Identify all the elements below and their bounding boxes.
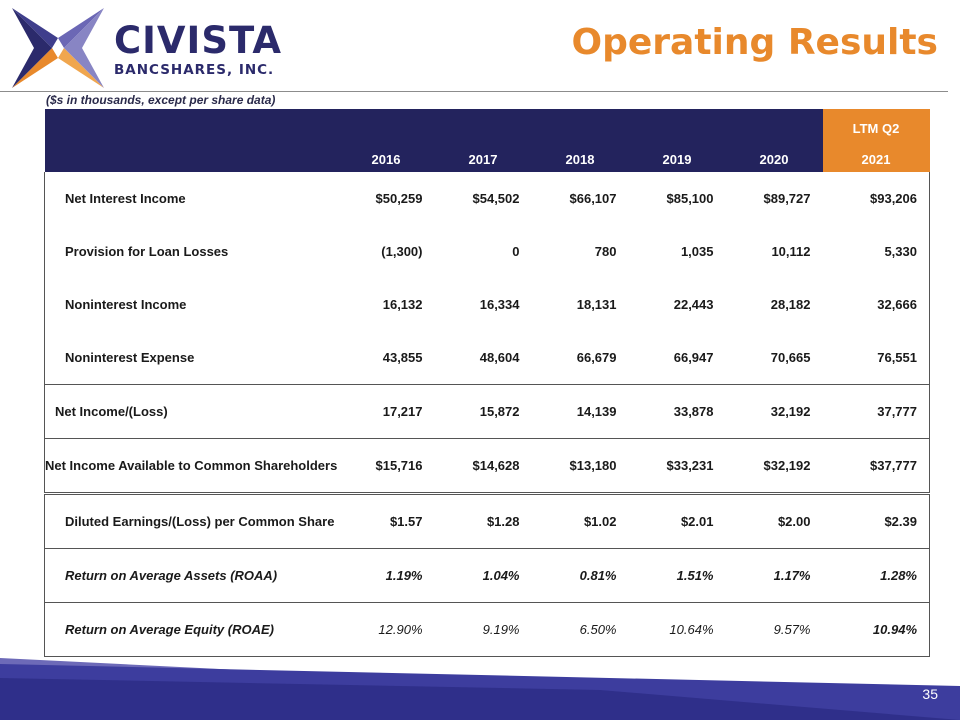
units-note: ($s in thousands, except per share data) [46,93,276,107]
cell-value: 12.90% [337,602,435,657]
page-title: Operating Results [571,22,939,63]
cell-value: 22,443 [673,297,714,312]
cell-value: $37,777 [822,438,930,495]
row-label: Return on Average Equity (ROAE) [44,602,338,657]
table-header-top: LTM Q2 [44,109,930,147]
cell-value: 76,551 [822,331,930,385]
cell-value: 0 [512,244,520,259]
cell-value: 9.19% [434,602,532,657]
header-divider [0,91,948,92]
cell-value: (1,300) [381,244,423,259]
cell-value: $1.28 [434,493,532,549]
year-header: 2021 [822,147,930,172]
cell-value: 6.50% [531,602,629,657]
cell-value: 16,334 [479,297,520,312]
table-row: Net Income/(Loss) 17,217 15,872 14,139 3… [44,384,930,439]
cell-value: 780 [594,244,617,259]
operating-results-table: LTM Q2 2016 2017 2018 2019 2020 2021 Net… [44,109,930,657]
cell-value: 9.57% [725,602,823,657]
row-label: Provision for Loan Losses [44,225,338,278]
cell-value: 32,666 [822,278,930,331]
cell-value: 1.28% [822,548,930,603]
year-header: 2020 [725,147,823,172]
page-number: 35 [922,686,938,702]
year-header: 2018 [531,147,629,172]
cell-value: $2.00 [725,493,823,549]
year-header: 2017 [434,147,532,172]
cell-value: 15,872 [434,384,532,439]
civista-logo: CIVISTA BANCSHARES, INC. [12,8,281,88]
ltm-header: LTM Q2 [822,109,930,147]
cell-value: 1.04% [434,548,532,603]
table-row: Net Interest Income $50,259 $54,502 $66,… [44,172,930,225]
cell-value: $33,231 [628,438,726,495]
table-row: Return on Average Equity (ROAE) 12.90% 9… [44,602,930,657]
row-label: Diluted Earnings/(Loss) per Common Share [44,493,338,549]
cell-value: 14,139 [531,384,629,439]
cell-value: 10.64% [628,602,726,657]
cell-value: 10,112 [771,244,811,259]
cell-value: $1.57 [337,493,435,549]
cell-value: 0.81% [531,548,629,603]
cell-value: $14,628 [434,438,532,495]
cell-value: 66,679 [531,331,629,385]
cell-value: 5,330 [822,225,930,278]
cell-value: $1.02 [531,493,629,549]
cell-value: 1,035 [680,244,714,259]
civista-star-icon [12,8,104,88]
cell-value: 70,665 [725,331,823,385]
cell-value: $89,727 [763,191,811,206]
cell-value: 37,777 [822,384,930,439]
row-label: Noninterest Expense [44,331,338,385]
cell-value: $2.01 [628,493,726,549]
table-header-years: 2016 2017 2018 2019 2020 2021 [44,147,930,172]
table-row: Noninterest Expense 43,855 48,604 66,679… [44,331,930,385]
row-label: Net Interest Income [44,172,338,225]
cell-value: $54,502 [472,191,520,206]
year-header: 2016 [337,147,435,172]
cell-value: $15,716 [337,438,435,495]
cell-value: $32,192 [725,438,823,495]
logo-subtitle: BANCSHARES, INC. [114,62,275,78]
cell-value: 1.17% [725,548,823,603]
table-row: Net Income Available to Common Sharehold… [44,438,930,495]
cell-value: 1.19% [337,548,435,603]
row-label: Net Income/(Loss) [44,384,338,439]
row-label: Net Income Available to Common Sharehold… [44,438,338,495]
cell-value: $66,107 [569,191,617,206]
cell-value: 17,217 [337,384,435,439]
cell-value: 32,192 [725,384,823,439]
footer-band [0,658,960,720]
cell-value: 43,855 [337,331,435,385]
cell-value: 66,947 [628,331,726,385]
cell-value: $2.39 [822,493,930,549]
table-row: Diluted Earnings/(Loss) per Common Share… [44,493,930,549]
cell-value: $93,206 [822,172,930,225]
table-row: Provision for Loan Losses (1,300) 0 780 … [44,225,930,278]
row-label: Noninterest Income [44,278,338,331]
cell-value: 33,878 [628,384,726,439]
logo-name: CIVISTA [114,19,282,62]
cell-value: 48,604 [434,331,532,385]
cell-value: $85,100 [666,191,714,206]
table-row: Noninterest Income 16,132 16,334 18,131 … [44,278,930,331]
cell-value: 10.94% [822,602,930,657]
cell-value: 1.51% [628,548,726,603]
cell-value: $50,259 [375,191,423,206]
cell-value: 18,131 [576,297,617,312]
cell-value: 28,182 [770,297,811,312]
cell-value: $13,180 [531,438,629,495]
row-label: Return on Average Assets (ROAA) [44,548,338,603]
year-header: 2019 [628,147,726,172]
table-row: Return on Average Assets (ROAA) 1.19% 1.… [44,548,930,603]
cell-value: 16,132 [382,297,423,312]
